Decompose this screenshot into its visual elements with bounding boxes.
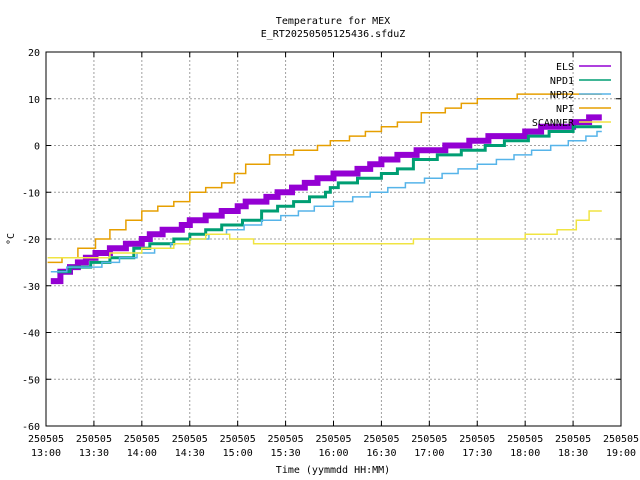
x-tick-label: 250505 [28,434,64,445]
y-tick-label: 10 [28,95,40,106]
y-tick-label: 20 [28,48,40,59]
legend-label: NPD1 [550,76,574,87]
x-tick-label: 250505 [124,434,160,445]
x-axis-label: Time (yymmdd HH:MM) [276,465,390,476]
x-tick-label: 14:30 [175,448,205,459]
x-tick-label: 250505 [459,434,495,445]
x-tick-label: 250505 [315,434,351,445]
y-tick-label: -60 [22,422,40,433]
y-tick-label: -20 [22,235,40,246]
chart-subtitle: E_RT20250505125436.sfduZ [261,29,406,40]
y-tick-label: -40 [22,329,40,340]
x-tick-label: 250505 [411,434,447,445]
x-tick-label: 18:00 [510,448,540,459]
x-tick-label: 16:30 [366,448,396,459]
legend-label: ELS [556,62,574,73]
legend-label: NPI [556,104,574,115]
y-tick-label: -10 [22,188,40,199]
x-tick-label: 250505 [507,434,543,445]
x-tick-label: 19:00 [606,448,636,459]
x-tick-label: 250505 [555,434,591,445]
y-tick-label: -30 [22,282,40,293]
x-tick-label: 250505 [268,434,304,445]
x-tick-label: 15:00 [223,448,253,459]
x-tick-label: 18:30 [558,448,588,459]
x-tick-label: 13:00 [31,448,61,459]
series-line-scanner [47,210,602,259]
y-tick-label: -50 [22,375,40,386]
x-tick-label: 16:00 [318,448,348,459]
grid [46,52,621,426]
x-tick-label: 17:30 [462,448,492,459]
x-tick-label: 250505 [172,434,208,445]
x-tick-label: 14:00 [127,448,157,459]
y-axis-ticks: 20 10 0 -10 -20 -30 -40 -50 -60 [22,48,621,433]
x-tick-label: 17:00 [414,448,444,459]
x-tick-label: 15:30 [271,448,301,459]
x-tick-label: 13:30 [79,448,109,459]
series-line-els [50,114,602,285]
legend: ELS NPD1 NPD2 NPI SCANNER [532,62,611,129]
x-axis-ticks: 250505 13:00 250505 13:30 250505 14:00 250505 1… [28,52,639,459]
x-tick-label: 250505 [603,434,639,445]
chart-title: Temperature for MEX [276,16,390,27]
x-tick-label: 250505 [220,434,256,445]
legend-label: SCANNER [532,118,575,129]
series-line-npd1 [57,125,602,274]
y-axis-label: °C [6,233,17,245]
series-group [47,93,602,285]
x-tick-label: 250505 [76,434,112,445]
x-tick-label: 250505 [363,434,399,445]
series-line-npi [47,93,602,264]
legend-label: NPD2 [550,90,574,101]
y-tick-label: 0 [34,142,40,153]
